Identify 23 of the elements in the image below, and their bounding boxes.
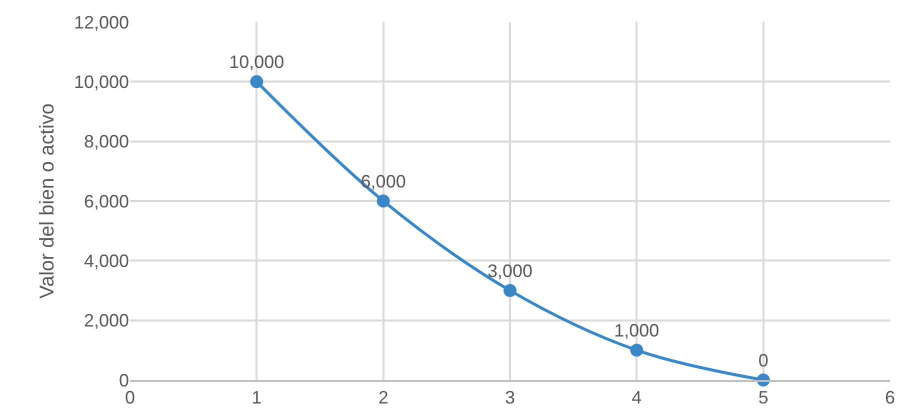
y-tick-label: 0 — [118, 370, 129, 390]
y-tick-label: 6,000 — [84, 191, 129, 212]
x-tick-label: 6 — [884, 387, 896, 408]
y-tick-label: 2,000 — [84, 310, 129, 331]
point — [250, 75, 264, 88]
x-tick-label: 1 — [252, 387, 262, 408]
data-label: 10,000 — [229, 52, 284, 72]
x-tick-label: 4 — [632, 387, 642, 408]
point — [630, 344, 644, 357]
point — [376, 194, 390, 208]
point — [504, 284, 516, 297]
data-label: 3,000 — [487, 260, 533, 281]
y-tick-label: 8,000 — [84, 132, 129, 152]
x-tick-label: 2 — [378, 387, 388, 408]
data-label: 1,000 — [614, 320, 660, 341]
x-tick-label: 3 — [504, 387, 516, 408]
y-tick-label: 10,000 — [74, 72, 129, 92]
y-axis-title: Valor del bien o activo — [36, 103, 58, 299]
data-label: 6,000 — [360, 171, 406, 192]
y-tick-label: 12,000 — [74, 12, 129, 32]
data-label: 0 — [758, 350, 768, 370]
x-tick-label: 5 — [758, 387, 768, 408]
y-tick-label: 4,000 — [84, 250, 129, 271]
